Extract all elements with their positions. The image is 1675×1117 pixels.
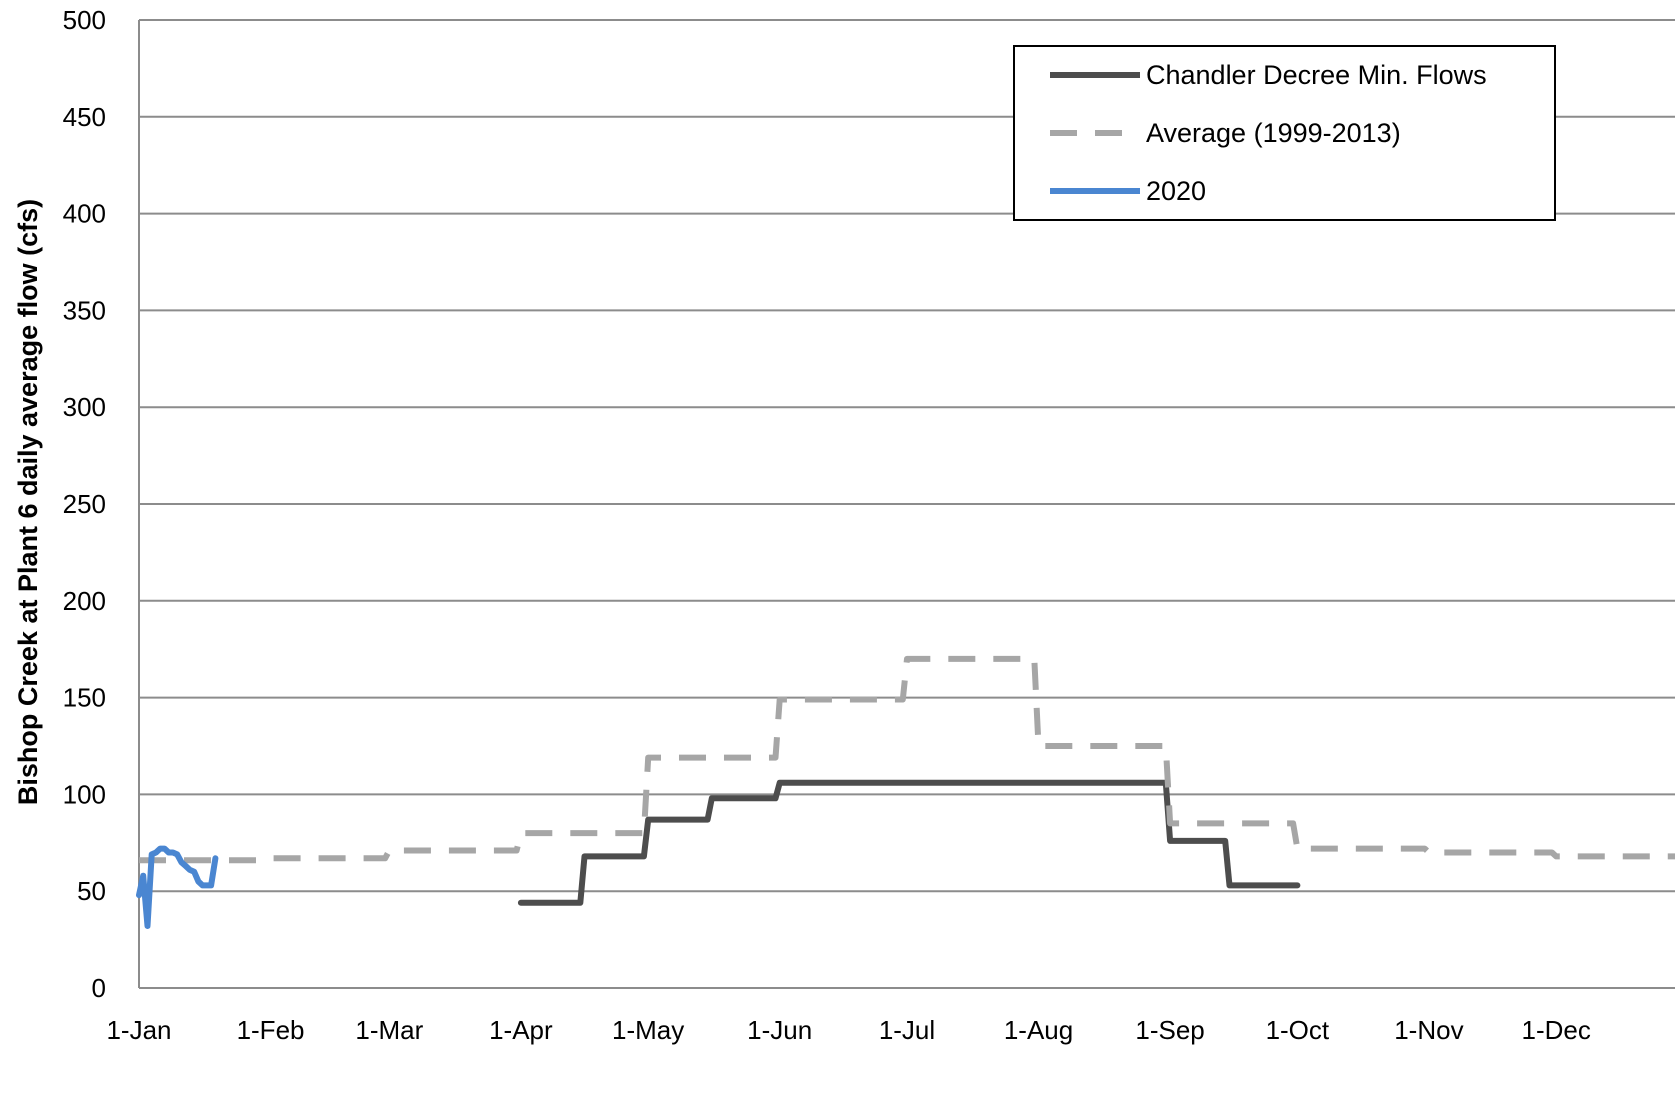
x-tick-label: 1-Oct [1266,1015,1330,1045]
x-tick-label: 1-Feb [237,1015,305,1045]
y-tick-label: 100 [63,779,106,809]
y-tick-label: 250 [63,489,106,519]
x-tick-label: 1-Apr [489,1015,553,1045]
x-tick-label: 1-Sep [1135,1015,1204,1045]
y-tick-label: 500 [63,5,106,35]
gridlines [139,19,1675,893]
legend-label-2020: 2020 [1146,176,1206,206]
y-tick-label: 300 [63,392,106,422]
legend-label-average: Average (1999-2013) [1146,118,1401,148]
x-tick-label: 1-Nov [1394,1015,1463,1045]
y-tick-label: 50 [77,876,106,906]
x-tick-label: 1-Mar [355,1015,423,1045]
y-tick-label: 450 [63,102,106,132]
series-lines [136,655,1675,929]
legend: Chandler Decree Min. Flows Average (1999… [1013,45,1556,221]
x-tick-label: 1-Jul [879,1015,935,1045]
y-axis-title: Bishop Creek at Plant 6 daily average fl… [13,199,43,805]
y-tick-label: 0 [92,973,106,1003]
y-tick-label: 400 [63,199,106,229]
tick-labels: 0 50 100 150 200 250 300 350 400 450 500 1-Jan 1-Feb… [63,5,1591,1045]
x-tick-label: 1-Jan [106,1015,171,1045]
y-tick-label: 350 [63,295,106,325]
x-tick-label: 1-Dec [1522,1015,1591,1045]
legend-label-chandler: Chandler Decree Min. Flows [1146,60,1487,90]
series-line-2 [136,845,219,929]
y-tick-label: 200 [63,586,106,616]
y-tick-label: 150 [63,683,106,713]
x-tick-label: 1-Jun [747,1015,812,1045]
axes [138,20,1675,989]
series-line-1 [139,655,1675,864]
x-tick-label: 1-Aug [1004,1015,1073,1045]
series-line-0 [517,779,1301,906]
x-tick-label: 1-May [612,1015,684,1045]
